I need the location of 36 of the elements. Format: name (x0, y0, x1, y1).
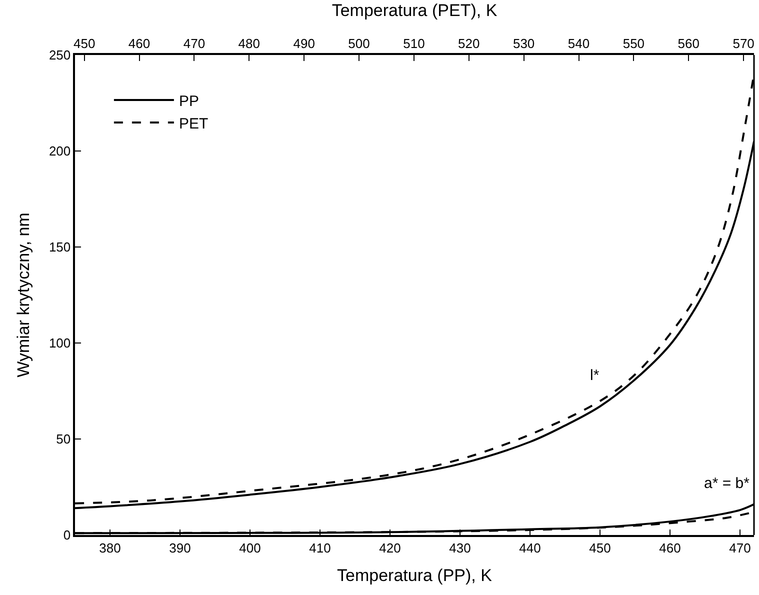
x2-tick-label: 450 (73, 36, 96, 52)
annotation: a* = b* (704, 475, 750, 492)
x-tick-label: 400 (239, 540, 261, 556)
x-tick-label: 470 (729, 540, 751, 556)
y-tick-label: 100 (48, 336, 71, 351)
x-tick-label: 440 (519, 540, 541, 556)
x-tick-label: 430 (449, 540, 471, 556)
x2-tick-label: 560 (678, 36, 700, 52)
x2-tick-label: 500 (348, 36, 370, 52)
legend-label: PP (178, 92, 199, 110)
x2-tick-label: 470 (183, 36, 206, 52)
x-tick-label: 420 (379, 540, 401, 556)
y-tick-label: 0 (63, 528, 71, 543)
x2-tick-label: 460 (128, 36, 150, 52)
y-tick-label: 250 (48, 48, 71, 63)
annotation: l* (590, 367, 600, 384)
x2-tick-label: 530 (512, 36, 535, 52)
y-tick-label: 150 (48, 240, 71, 255)
x2-tick-label: 510 (403, 36, 425, 52)
x2-tick-label: 490 (293, 36, 315, 52)
y-tick-label: 50 (56, 432, 71, 447)
legend-label: PET (178, 115, 208, 132)
y-tick-label: 200 (48, 144, 71, 159)
x-axis-title: Temperatura (PP), K (337, 566, 493, 586)
x2-tick-label: 550 (622, 36, 645, 52)
x2-tick-label: 520 (458, 36, 480, 52)
x2-tick-label: 480 (238, 36, 260, 52)
x2-tick-label: 540 (568, 36, 590, 52)
x-tick-label: 410 (309, 540, 331, 556)
x-tick-label: 380 (99, 540, 121, 556)
x2-tick-label: 570 (732, 36, 754, 52)
x-tick-label: 390 (169, 540, 191, 556)
y-axis-title: Wymiar krytyczny, nm (14, 212, 33, 378)
x2-axis-title: Temperatura (PET), K (332, 1, 498, 20)
x-tick-label: 450 (589, 540, 611, 556)
x-tick-label: 460 (659, 540, 681, 556)
